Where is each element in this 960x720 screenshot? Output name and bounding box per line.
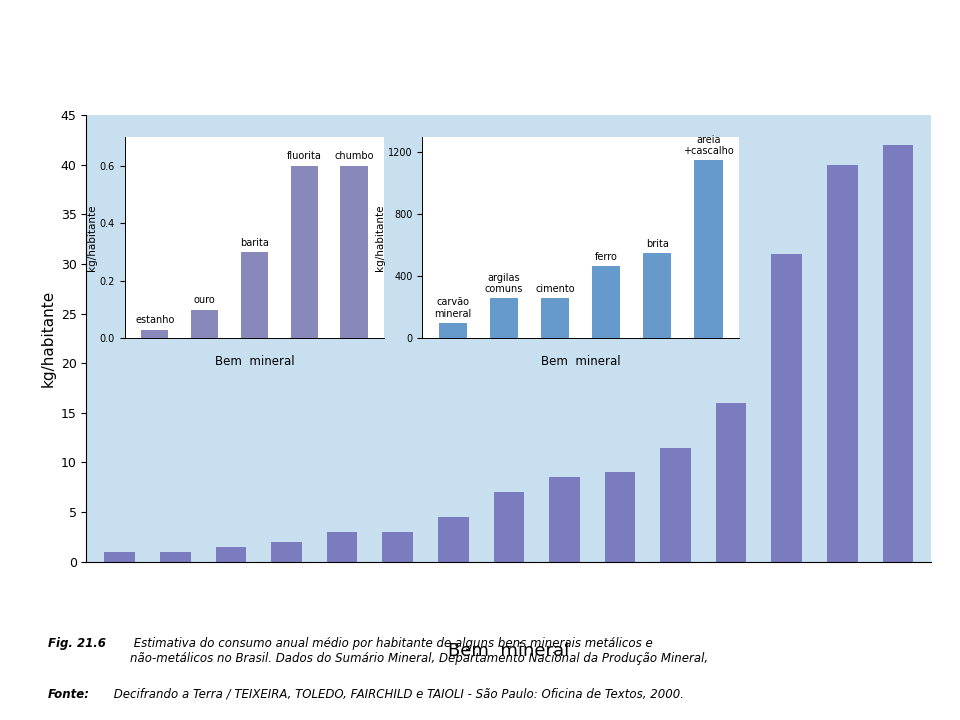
Bar (549, 477, 580, 562)
Text: Decifrando a Terra / TEIXEIRA, TOLEDO, FAIRCHILD e TAIOLI - São Paulo: Oficina d: Decifrando a Terra / TEIXEIRA, TOLEDO, F… (110, 688, 684, 701)
Bar (772, 254, 802, 562)
Text: areia
+cascalho: areia +cascalho (684, 135, 733, 156)
Bar (326, 532, 357, 562)
Text: ferro: ferro (595, 251, 618, 261)
Bar (291, 166, 318, 338)
Bar (241, 252, 268, 338)
Text: fluorita: fluorita (287, 151, 322, 161)
Bar (439, 323, 468, 338)
Bar (271, 541, 301, 562)
Text: Bem  mineral: Bem mineral (448, 642, 569, 660)
Bar (216, 546, 246, 562)
Bar (382, 532, 413, 562)
Text: ouro: ouro (194, 295, 215, 305)
Bar (491, 298, 518, 338)
Text: Bem  mineral: Bem mineral (541, 354, 620, 367)
Bar (882, 145, 913, 562)
Y-axis label: kg/habitante: kg/habitante (375, 204, 385, 271)
Text: barita: barita (240, 238, 269, 248)
Bar (341, 166, 368, 338)
Text: Bem  mineral: Bem mineral (215, 354, 294, 367)
Bar (643, 253, 671, 338)
Y-axis label: kg/habitante: kg/habitante (87, 204, 97, 271)
Bar (694, 160, 723, 338)
Bar (493, 492, 524, 562)
Bar (716, 403, 747, 562)
Text: argilas
comuns: argilas comuns (485, 273, 523, 294)
Bar (105, 552, 135, 562)
Bar (541, 298, 569, 338)
Bar (191, 310, 218, 338)
Bar (160, 552, 191, 562)
Y-axis label: kg/habitante: kg/habitante (40, 289, 56, 387)
Bar (660, 448, 691, 562)
Bar (827, 165, 857, 562)
Text: brita: brita (646, 239, 669, 249)
Bar (605, 472, 636, 562)
Text: estanho: estanho (135, 315, 175, 325)
Text: chumbo: chumbo (334, 151, 373, 161)
Bar (141, 330, 168, 338)
Text: Fig. 21.6: Fig. 21.6 (48, 637, 106, 650)
Text: cimento: cimento (536, 284, 575, 294)
Text: Estimativa do consumo anual médio por habitante de alguns bens minerais metálico: Estimativa do consumo anual médio por ha… (130, 637, 708, 665)
Text: carvão
mineral: carvão mineral (435, 297, 471, 319)
Bar (592, 266, 620, 338)
Text: Fonte:: Fonte: (48, 688, 90, 701)
Bar (438, 517, 468, 562)
